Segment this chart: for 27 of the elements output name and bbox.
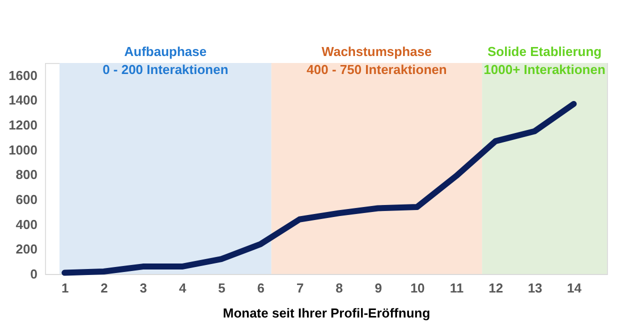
band-label: Aufbauphase 0 - 200 Interaktionen (102, 44, 228, 77)
x-tick-label: 2 (100, 280, 108, 296)
y-tick-label: 0 (30, 266, 38, 282)
y-tick-label: 1200 (8, 118, 38, 133)
x-tick-label: 6 (257, 280, 265, 296)
y-tick-label: 1600 (8, 68, 38, 83)
y-tick-label: 600 (16, 192, 38, 208)
x-tick-label: 8 (336, 280, 343, 296)
x-tick-label: 1 (61, 280, 69, 296)
x-tick-label: 3 (140, 280, 148, 296)
x-axis-title: Monate seit Ihrer Profil-Eröffnung (222, 306, 430, 320)
x-tick-label: 4 (178, 280, 187, 296)
band-label: Solide Etablierung 1000+ Interaktionen (484, 44, 606, 77)
x-tick-label: 9 (374, 280, 382, 296)
x-tick-label: 14 (566, 280, 582, 296)
y-tick-label: 1000 (8, 142, 38, 158)
x-tick-label: 13 (528, 280, 542, 296)
band-label: Wachstumsphase 400 - 750 Interaktionen (306, 44, 447, 77)
y-tick-label: 1400 (8, 92, 38, 108)
y-tick-label: 800 (16, 167, 38, 182)
x-tick-label: 10 (410, 280, 425, 296)
y-tick-label: 200 (16, 242, 38, 257)
x-tick-label: 11 (450, 280, 464, 296)
y-tick-label: 400 (16, 216, 38, 232)
x-tick-label: 12 (488, 280, 504, 296)
x-tick-label: 7 (296, 280, 304, 296)
x-tick-label: 5 (218, 280, 226, 296)
